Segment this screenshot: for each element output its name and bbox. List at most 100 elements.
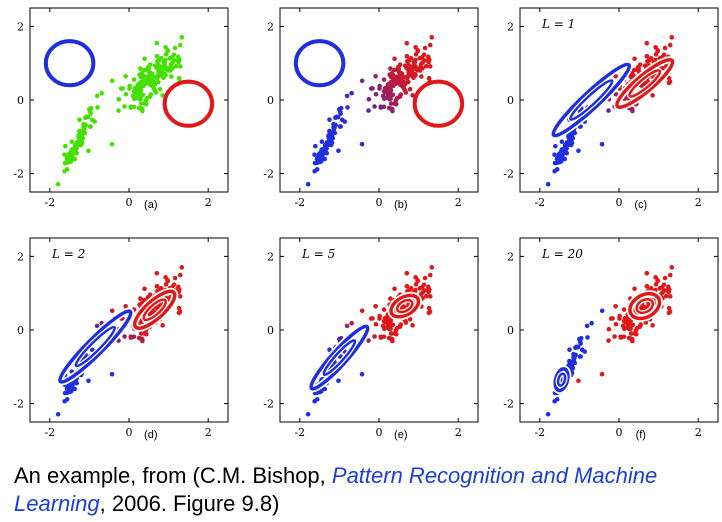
y-tick-label: 0 [267, 94, 274, 107]
data-point [567, 358, 572, 364]
data-point [331, 121, 336, 127]
data-point [423, 63, 429, 69]
data-point [410, 323, 415, 328]
data-point [426, 75, 432, 81]
data-point [81, 121, 86, 127]
data-point [359, 141, 365, 147]
data-point [634, 331, 639, 337]
data-point [606, 108, 611, 113]
data-point [559, 139, 565, 145]
x-tick-label: 2 [695, 196, 702, 209]
caption-prefix: An example, from (C.M. Bishop, [14, 463, 332, 488]
data-point [653, 282, 659, 287]
data-point [380, 323, 386, 329]
data-point [177, 294, 183, 299]
data-point [612, 334, 617, 339]
data-point [571, 358, 577, 363]
data-point [94, 323, 100, 329]
data-point [413, 282, 419, 287]
data-point [177, 42, 183, 48]
data-point [419, 74, 424, 79]
data-point [554, 156, 560, 162]
data-point [305, 411, 311, 417]
data-point [655, 277, 660, 283]
data-point [407, 71, 412, 76]
data-point [552, 152, 557, 157]
data-point [150, 84, 155, 89]
data-point [427, 294, 433, 299]
data-point [176, 75, 182, 81]
data-point [154, 270, 160, 276]
data-point [55, 411, 61, 417]
data-point [388, 296, 393, 301]
data-point [407, 86, 413, 92]
data-point [144, 331, 149, 337]
x-tick-label: -2 [44, 426, 55, 439]
data-point [650, 93, 655, 98]
data-point [366, 338, 371, 343]
blue-component-circle [43, 39, 96, 88]
data-point [179, 265, 185, 270]
data-point [613, 321, 619, 327]
data-point [632, 286, 637, 292]
y-tick-label: 0 [267, 324, 274, 337]
data-point [427, 64, 433, 69]
data-point [409, 65, 415, 70]
data-point [606, 338, 611, 343]
data-point [327, 136, 332, 142]
data-point [176, 305, 182, 311]
data-point [169, 74, 174, 79]
data-point [423, 293, 429, 299]
scatter-chart: -2 0 2 -2 0 2 (c) L = 1 [503, 7, 719, 211]
blue-component-ellipse [307, 322, 372, 393]
data-point [589, 320, 594, 326]
data-point [662, 275, 668, 281]
data-point [644, 284, 650, 289]
y-tick-label: -2 [13, 398, 24, 411]
panel-label: (a) [144, 199, 157, 211]
red-component-ellipse [131, 287, 179, 332]
y-tick-label: -2 [263, 168, 274, 181]
x-tick-label: -2 [44, 196, 55, 209]
data-point [390, 75, 396, 80]
data-point [397, 94, 402, 100]
data-point [557, 151, 563, 157]
data-point [427, 42, 433, 48]
iteration-label: L = 20 [541, 247, 583, 261]
data-point [315, 160, 320, 165]
data-point [139, 106, 145, 112]
data-point [338, 111, 343, 116]
data-point [381, 307, 387, 312]
data-point [157, 86, 163, 92]
data-point [109, 371, 115, 377]
data-point [368, 86, 374, 91]
data-point [420, 290, 425, 295]
data-point [406, 58, 412, 63]
data-point [67, 151, 73, 157]
data-point [390, 322, 396, 328]
data-point [400, 84, 405, 89]
data-point [567, 347, 572, 352]
x-tick-label: 0 [126, 196, 133, 209]
data-point [669, 265, 675, 270]
data-point [644, 54, 650, 59]
x-tick-label: 0 [616, 426, 623, 439]
data-point [378, 104, 384, 110]
y-tick-label: 2 [507, 250, 514, 263]
data-point [391, 67, 397, 73]
data-point [576, 148, 581, 154]
data-point [140, 75, 146, 80]
data-point [650, 323, 655, 328]
data-point [378, 334, 384, 340]
data-point [123, 303, 128, 309]
data-point [429, 265, 435, 270]
data-point [585, 335, 590, 340]
data-point [95, 105, 100, 110]
data-point [427, 309, 433, 315]
panel-label: (e) [394, 429, 407, 441]
data-point [135, 82, 141, 88]
data-point [560, 147, 566, 152]
data-point [380, 93, 386, 99]
data-point [405, 66, 410, 71]
data-point [359, 308, 365, 314]
